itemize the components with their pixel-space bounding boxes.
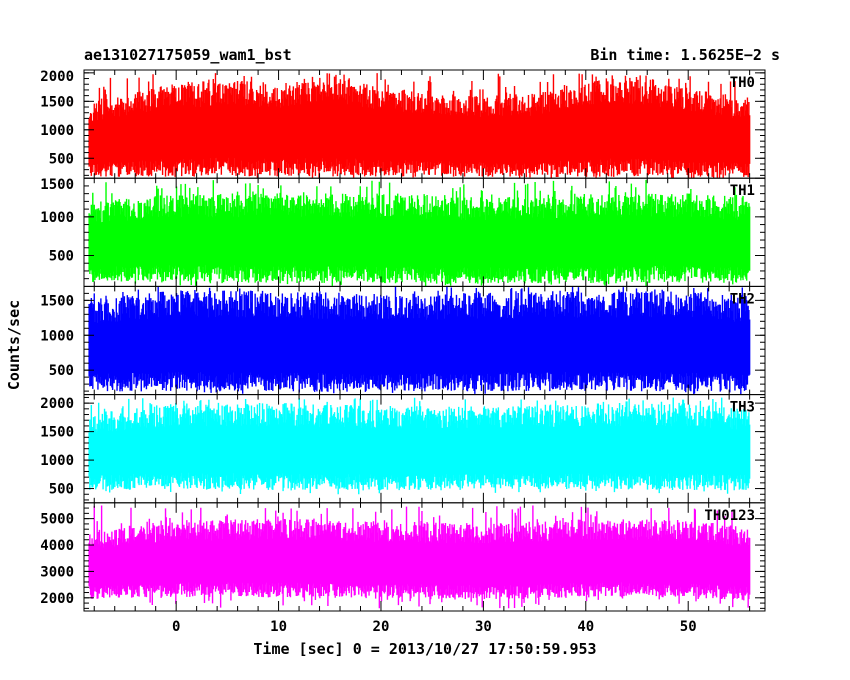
y-tick-label: 4000: [40, 538, 74, 554]
y-tick-label: 500: [49, 151, 74, 167]
x-tick-label: 30: [475, 619, 492, 635]
panel-th3: 500 1000 1500 2000 TH3: [40, 394, 766, 504]
series-th0123: [88, 505, 751, 609]
y-tick-label: 1500: [40, 425, 74, 441]
panel-th0: 500 1000 1500 2000 TH0: [40, 69, 766, 179]
panel-label: TH0: [730, 75, 755, 91]
series-th1: [88, 179, 751, 287]
panel-label: TH2: [730, 291, 755, 307]
y-tick-label: 1000: [40, 453, 74, 469]
x-tick-label: 0: [172, 619, 180, 635]
series-th0: [88, 73, 751, 179]
y-tick-label: 500: [49, 248, 74, 264]
panel-label: TH3: [730, 400, 755, 416]
x-tick-label: 50: [680, 619, 697, 635]
panel-th0123: 2000 3000 4000 5000 TH0123: [40, 502, 766, 612]
y-tick-label: 3000: [40, 564, 74, 580]
x-tick-label: 10: [270, 619, 287, 635]
panel-th2: 500 1000 1500 TH2: [40, 285, 766, 396]
x-axis-title: Time [sec] 0 = 2013/10/27 17:50:59.953: [253, 640, 596, 658]
panel-label: TH1: [730, 183, 755, 199]
y-tick-label: 2000: [40, 591, 74, 607]
x-tick-label: 20: [373, 619, 390, 635]
y-tick-label: 1500: [40, 94, 74, 110]
series-th3: [88, 397, 751, 495]
y-tick-label: 1000: [40, 123, 74, 139]
y-axis-title: Counts/sec: [5, 300, 23, 390]
y-tick-label: 2000: [40, 69, 74, 85]
series-th2: [88, 286, 751, 395]
file-title: ae131027175059_wam1_bst: [84, 46, 292, 64]
y-tick-label: 1000: [40, 328, 74, 344]
panel-th1: 500 1000 1500 TH1: [40, 177, 766, 287]
panel-label: TH0123: [704, 508, 755, 524]
y-tick-label: 1500: [40, 177, 74, 193]
y-tick-label: 5000: [40, 512, 74, 528]
bin-time-label: Bin time: 1.5625E−2 s: [590, 46, 780, 64]
x-tick-label: 40: [577, 619, 594, 635]
y-tick-label: 2000: [40, 396, 74, 412]
y-tick-label: 500: [49, 482, 74, 498]
y-tick-label: 1500: [40, 293, 74, 309]
panel-frame: [83, 502, 766, 612]
y-tick-label: 1000: [40, 210, 74, 226]
y-tick-label: 500: [49, 363, 74, 379]
